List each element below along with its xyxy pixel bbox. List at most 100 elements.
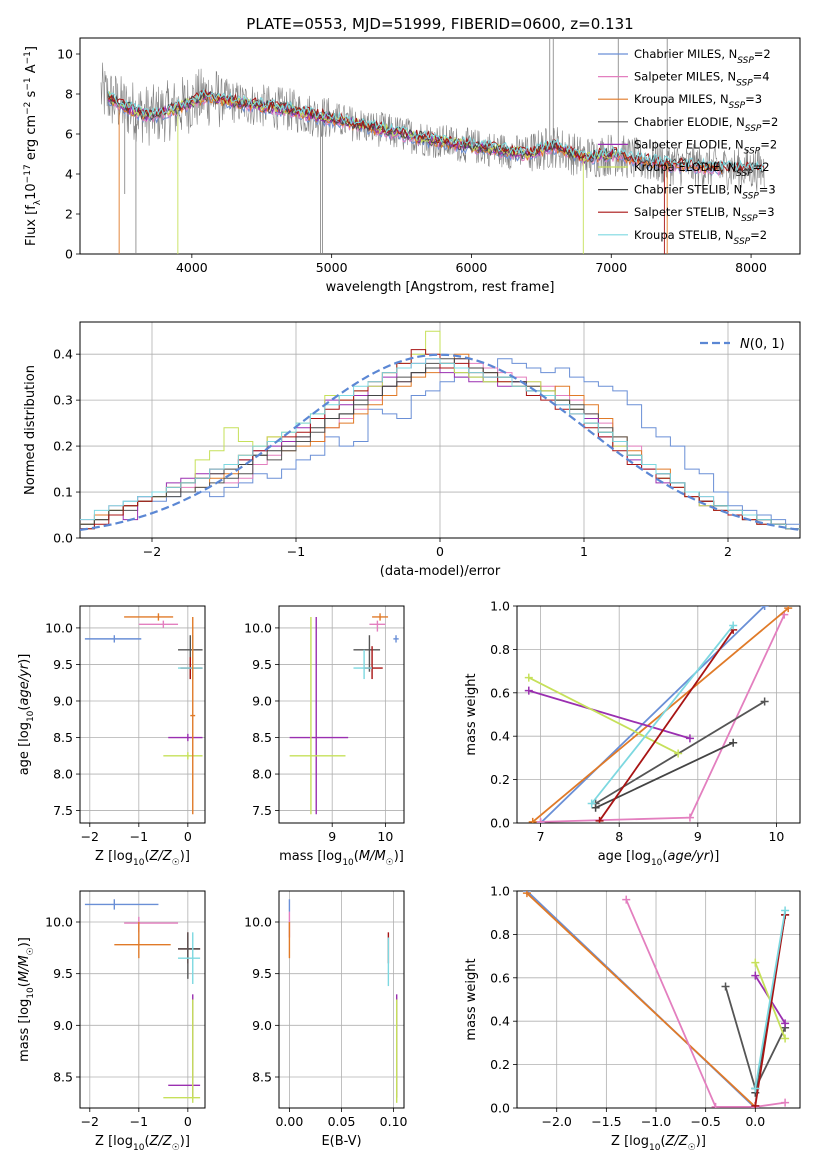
weight_vs_Z-y-label: mass weight <box>464 958 479 1040</box>
weight_vs_age-data <box>524 606 793 823</box>
figure-title: PLATE=0553, MJD=51999, FIBERID=0600, z=0… <box>246 15 633 33</box>
x-tick-label: −1 <box>130 1114 148 1129</box>
weight-point-marker <box>711 1102 720 1108</box>
y-tick-label: 8.5 <box>252 1070 272 1085</box>
weight-point-marker <box>622 895 631 904</box>
weight-point-marker <box>729 738 738 747</box>
weight-point-marker <box>751 971 760 980</box>
y-tick-label: 9.5 <box>252 966 272 981</box>
weight-series-line <box>532 607 789 823</box>
y-tick-label: 10.0 <box>244 915 272 930</box>
mass-Z-y-label: mass [log10(M/M☉)] <box>17 937 36 1062</box>
mass-Z-x-label: Z [log10(Z/Z☉)] <box>95 1134 190 1153</box>
x-tick-label: 0 <box>184 829 192 844</box>
weight-series-line <box>540 614 786 823</box>
x-tick-label: 10 <box>768 829 784 844</box>
spectrum-data <box>100 38 766 254</box>
weight-point-marker <box>751 1084 760 1093</box>
legend-label: N(0, 1) <box>740 337 785 352</box>
y-tick-label: 8.5 <box>252 730 272 745</box>
axes-frame <box>79 321 801 539</box>
weight_vs_Z-axes: −2.0 −1.5 −1.0 −0.5 0.0 0.0 0.2 0.4 0.6 0.8 1.0 <box>490 884 801 1129</box>
spectrum-axes: 4000 5000 6000 7000 8000 0 2 4 6 8 10 <box>57 37 801 275</box>
spectrum-x-label: wavelength [Angstrom, rest frame] <box>326 280 555 295</box>
model-spectrum-line <box>107 88 765 172</box>
y-tick-label: 8.5 <box>53 1070 73 1085</box>
weight-series-line <box>754 914 786 1106</box>
y-tick-label: 9.5 <box>252 657 272 672</box>
y-tick-label: 8.5 <box>53 730 73 745</box>
age_vs_Z-data <box>84 613 203 815</box>
weight-point-marker <box>524 673 533 682</box>
weight-series-line <box>526 892 756 1108</box>
weight-point-marker <box>781 1098 790 1107</box>
normal-curve <box>80 353 800 531</box>
weight_vs_age-axes: 7 8 9 10 0.0 0.2 0.4 0.6 0.8 1.0 <box>490 599 801 844</box>
y-tick-label: 9.0 <box>53 1018 73 1033</box>
weight-age-x-label: age [log10(age/yr)] <box>598 849 720 868</box>
weight-point-marker <box>781 906 790 915</box>
axes-frame <box>79 605 206 824</box>
weight-point-marker <box>528 817 537 823</box>
weight-series-line <box>598 629 734 822</box>
x-tick-label: 9 <box>694 829 702 844</box>
mass-ebv-x-label: E(B-V) <box>321 1134 361 1149</box>
y-tick-label: 0.8 <box>490 642 510 657</box>
weight-point-marker <box>721 982 730 991</box>
histogram-series <box>80 358 800 530</box>
y-tick-label: 0.6 <box>490 970 510 985</box>
histogram-data <box>80 330 800 531</box>
y-tick-label: 10 <box>57 47 73 62</box>
axes-frame <box>79 37 801 255</box>
weight-point-marker <box>595 816 604 823</box>
residuals-axes: −2 −1 0 1 2 0.0 0.1 0.2 0.3 0.4 <box>53 321 801 559</box>
legend-label: Chabrier ELODIE, NSSP=2 <box>634 115 778 134</box>
axes-frame <box>278 890 405 1109</box>
y-tick-label: 1.0 <box>490 599 510 614</box>
mass_vs_ebv-data <box>288 899 398 1103</box>
y-tick-label: 0.0 <box>53 531 73 546</box>
axes-frame <box>516 890 801 1109</box>
y-tick-label: 7.5 <box>252 803 272 818</box>
weight-point-marker <box>729 621 738 630</box>
x-tick-label: −0.5 <box>690 1114 720 1129</box>
legend-label: Kroupa ELODIE, NSSP=2 <box>634 160 770 179</box>
mass_vs_ebv-axes: 0.00 0.05 0.10 8.5 9.0 9.5 10.0 <box>244 890 408 1129</box>
weight-point-marker <box>591 803 600 812</box>
weight-series-line <box>595 741 734 809</box>
spectrum-y-label: Flux [fλ10−17 erg cm−2 s−1 A−1] <box>23 46 43 246</box>
model-spectrum-line <box>108 91 619 162</box>
x-tick-label: 7 <box>537 829 545 844</box>
y-tick-label: 8.0 <box>252 767 272 782</box>
y-tick-label: 0.1 <box>53 485 73 500</box>
y-tick-label: 0.0 <box>490 816 510 831</box>
mass_vs_Z-axes: −2 −1 0 8.5 9.0 9.5 10.0 <box>45 890 206 1129</box>
x-tick-label: 8 <box>615 829 623 844</box>
model-spectrum-line <box>108 89 765 173</box>
weight-point-marker <box>751 958 760 967</box>
x-tick-label: 0 <box>436 544 444 559</box>
y-tick-label: 9.0 <box>252 693 272 708</box>
mass_vs_Z-data <box>84 899 201 1103</box>
x-tick-label: −2 <box>81 1114 99 1129</box>
x-tick-label: −1 <box>287 544 305 559</box>
weight-point-marker <box>781 1034 790 1043</box>
y-tick-label: 9.0 <box>53 693 73 708</box>
weight-point-marker <box>685 813 694 822</box>
legend-label: Salpeter MILES, NSSP=4 <box>634 70 770 89</box>
weight-point-marker <box>524 686 533 695</box>
weight-series-line <box>595 700 766 805</box>
histogram-y-label: Normed distribution <box>23 365 38 495</box>
x-tick-label: 6000 <box>456 260 488 275</box>
x-tick-label: 9 <box>328 829 336 844</box>
y-tick-label: 8.0 <box>53 767 73 782</box>
weight-point-marker <box>781 1019 790 1028</box>
x-tick-label: 4000 <box>176 260 208 275</box>
y-tick-label: 9.0 <box>252 1018 272 1033</box>
weight-series-line <box>528 689 691 740</box>
x-tick-label: −1.0 <box>641 1114 671 1129</box>
x-tick-label: 2 <box>724 544 732 559</box>
age-Z-y-label: age [log10(age/yr)] <box>17 654 36 776</box>
x-tick-label: 7000 <box>595 260 627 275</box>
